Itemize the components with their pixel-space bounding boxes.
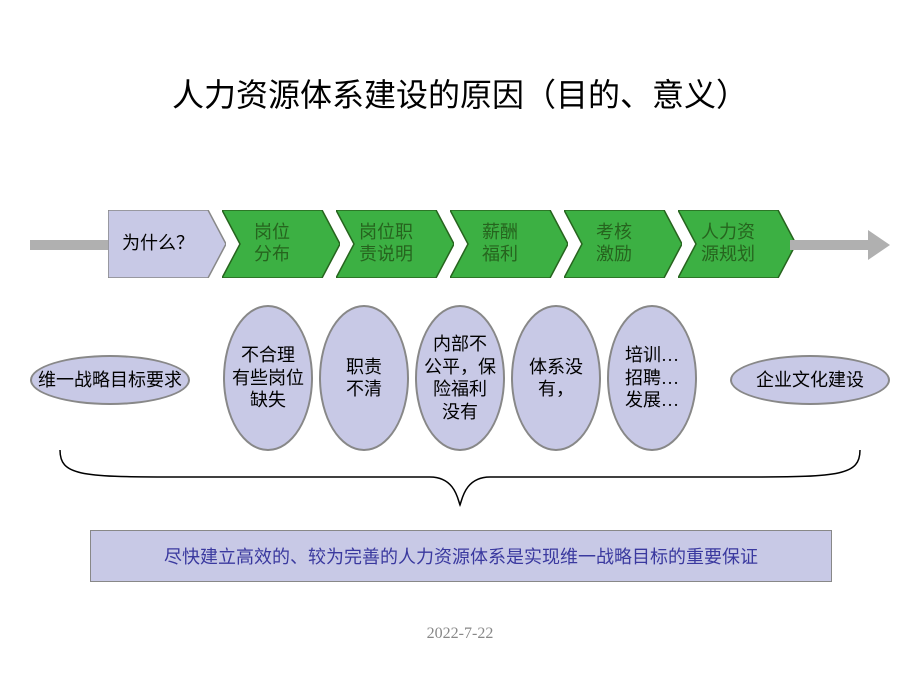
issue-ellipse: 内部不 公平，保 险福利 没有: [415, 305, 505, 451]
page-title: 人力资源体系建设的原因（目的、意义）: [0, 70, 920, 116]
process-arrow-row: 为什么？岗位 分布岗位职 责说明薪酬 福利考核 激励人力资 源规划: [30, 210, 890, 280]
chevron-container: 为什么？岗位 分布岗位职 责说明薪酬 福利考核 激励人力资 源规划: [108, 210, 792, 278]
chevron-step: 岗位职 责说明: [336, 210, 454, 278]
chevron-step: 岗位 分布: [222, 210, 340, 278]
chevron-step: 薪酬 福利: [450, 210, 568, 278]
curly-brace: [50, 445, 870, 515]
chevron-step: 考核 激励: [564, 210, 682, 278]
issue-ellipse: 职责 不清: [319, 305, 409, 451]
ellipse-culture: 企业文化建设: [730, 355, 890, 405]
footer-date: 2022-7-22: [0, 625, 920, 643]
conclusion-box: 尽快建立高效的、较为完善的人力资源体系是实现维一战略目标的重要保证: [90, 530, 832, 582]
ellipse-strategy: 维一战略目标要求: [30, 355, 190, 405]
issue-ellipse: 培训… 招聘… 发展…: [607, 305, 697, 451]
chevron-step: 人力资 源规划: [678, 210, 796, 278]
arrow-head-right: [868, 230, 890, 260]
chevron-why: 为什么？: [108, 210, 226, 278]
issue-ellipse: 体系没 有，: [511, 305, 601, 451]
arrow-tail-right: [790, 240, 870, 250]
issue-ellipse: 不合理 有些岗位 缺失: [223, 305, 313, 451]
arrow-tail-left: [30, 240, 110, 250]
